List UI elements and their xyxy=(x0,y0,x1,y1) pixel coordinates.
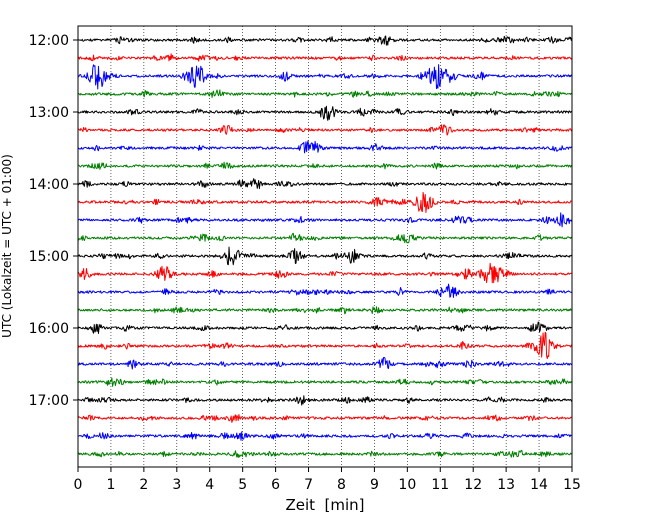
trace-1715 xyxy=(77,414,573,423)
trace-1530 xyxy=(77,283,573,298)
x-tick-label: 10 xyxy=(398,477,416,493)
x-tick-label: 13 xyxy=(497,477,515,493)
trace-1445 xyxy=(77,232,573,244)
x-axis-ticks: 0 1 2 3 4 5 6 7 8 9 10 11 12 13 14 15 xyxy=(74,467,581,493)
trace-1730 xyxy=(77,431,573,441)
trace-1645 xyxy=(77,377,573,387)
x-tick-label: 11 xyxy=(431,477,449,493)
x-tick-label: 0 xyxy=(74,477,83,493)
trace-1215 xyxy=(77,53,573,62)
x-tick-label: 2 xyxy=(139,477,148,493)
trace-1500 xyxy=(77,246,573,266)
trace-1300 xyxy=(77,105,573,121)
x-axis-label: Zeit [min] xyxy=(285,496,364,514)
trace-1700 xyxy=(77,395,573,406)
y-axis-ticks: 12:00 13:00 14:00 15:00 16:00 17:00 xyxy=(29,33,78,409)
x-tick-label: 1 xyxy=(106,477,115,493)
x-tick-label: 9 xyxy=(370,477,379,493)
trace-1230 xyxy=(77,64,573,90)
trace-1630 xyxy=(77,356,573,370)
trace-1200 xyxy=(77,35,573,46)
y-tick-label: 14:00 xyxy=(29,177,69,193)
trace-1515 xyxy=(77,262,573,284)
trace-1415 xyxy=(77,191,573,213)
trace-1615 xyxy=(77,331,573,360)
x-tick-label: 8 xyxy=(337,477,346,493)
trace-1430 xyxy=(77,212,573,228)
x-tick-label: 3 xyxy=(172,477,181,493)
x-tick-label: 6 xyxy=(271,477,280,493)
y-tick-label: 12:00 xyxy=(29,33,69,49)
trace-1400 xyxy=(77,178,573,190)
x-tick-label: 4 xyxy=(205,477,214,493)
trace-1545 xyxy=(77,306,573,315)
seismogram-traces xyxy=(77,35,573,458)
x-tick-label: 14 xyxy=(530,477,548,493)
x-tick-label: 5 xyxy=(238,477,247,493)
x-tick-label: 7 xyxy=(304,477,313,493)
trace-1330 xyxy=(77,140,573,154)
y-axis-label: UTC (Lokalzeit = UTC + 01:00) xyxy=(0,154,14,338)
plot-frame xyxy=(77,25,573,468)
y-tick-label: 16:00 xyxy=(29,321,69,337)
x-tick-label: 15 xyxy=(563,477,581,493)
trace-1600 xyxy=(77,321,573,334)
y-tick-label: 15:00 xyxy=(29,249,69,265)
trace-1745 xyxy=(77,449,573,458)
trace-1315 xyxy=(77,124,573,136)
y-tick-label: 13:00 xyxy=(29,105,69,121)
trace-1245 xyxy=(77,89,573,98)
x-tick-label: 12 xyxy=(464,477,482,493)
y-tick-label: 17:00 xyxy=(29,393,69,409)
trace-1345 xyxy=(77,161,573,170)
